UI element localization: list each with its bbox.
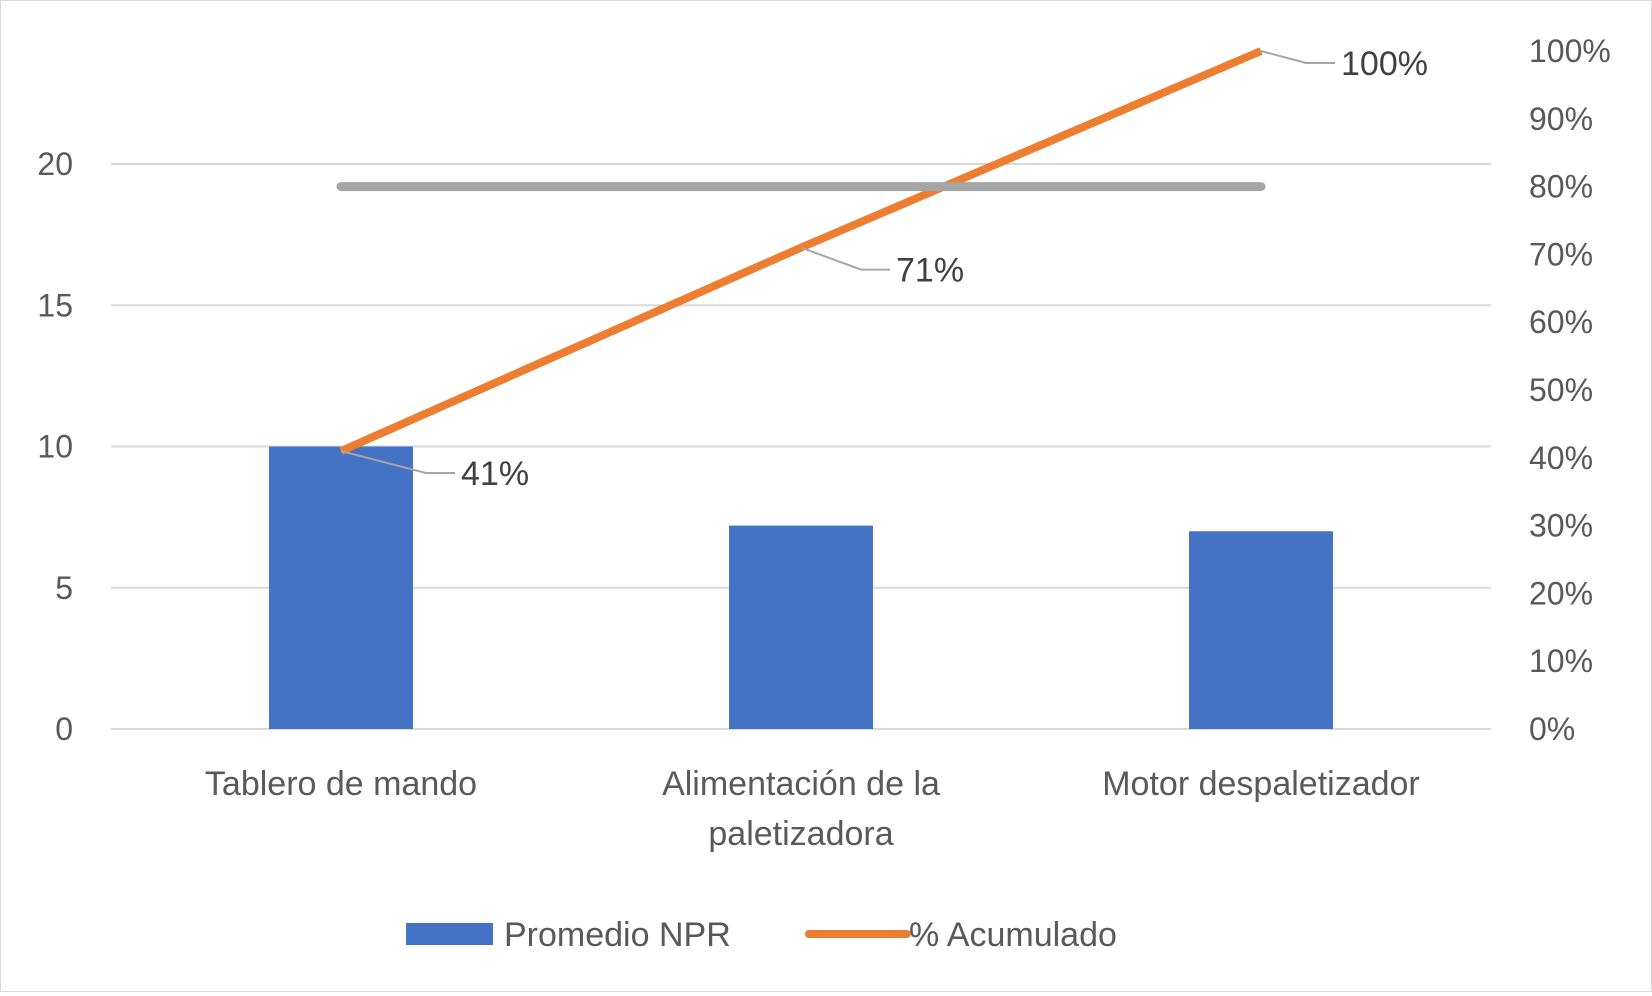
y-right-tick-label: 40% bbox=[1529, 440, 1593, 476]
legend-label: Promedio NPR bbox=[504, 916, 731, 954]
y-right-tick-label: 0% bbox=[1529, 711, 1575, 747]
bar bbox=[269, 446, 413, 729]
data-label-leader bbox=[800, 246, 890, 271]
bars bbox=[269, 446, 1333, 729]
y-right-tick-label: 30% bbox=[1529, 508, 1593, 544]
data-label: 71% bbox=[896, 252, 964, 290]
category-labels: Tablero de mando Alimentación de la paleti… bbox=[205, 765, 1420, 853]
y-right-tick-label: 50% bbox=[1529, 372, 1593, 408]
lines bbox=[336, 47, 1266, 455]
legend-label: % Acumulado bbox=[909, 916, 1117, 954]
legend: Promedio NPR % Acumulado bbox=[406, 916, 1117, 954]
y-right-tick-label: 100% bbox=[1529, 33, 1611, 69]
y-left-tick-label: 20 bbox=[37, 146, 73, 182]
data-label-leader bbox=[1260, 50, 1335, 64]
category-label: Motor despaletizador bbox=[1102, 765, 1420, 803]
left-axis-ticks: 0 5 10 15 20 bbox=[37, 146, 73, 747]
right-axis-ticks: 0% 10% 20% 30% 40% 50% 60% 70% 80% 90% 100% bbox=[1529, 33, 1611, 747]
y-left-tick-label: 10 bbox=[37, 429, 73, 465]
y-right-tick-label: 20% bbox=[1529, 575, 1593, 611]
bar bbox=[1189, 531, 1333, 729]
category-label: paletizadora bbox=[708, 815, 893, 853]
data-labels: 41% 71% 100% bbox=[461, 45, 1428, 493]
y-right-tick-label: 70% bbox=[1529, 236, 1593, 272]
y-right-tick-label: 10% bbox=[1529, 643, 1593, 679]
category-label: Tablero de mando bbox=[205, 765, 477, 803]
y-right-tick-label: 90% bbox=[1529, 101, 1593, 137]
data-label: 100% bbox=[1341, 45, 1428, 83]
label-leaders bbox=[340, 50, 1335, 475]
y-left-tick-label: 0 bbox=[55, 711, 73, 747]
y-left-tick-label: 15 bbox=[37, 287, 73, 323]
series-line-acumulado bbox=[339, 47, 1263, 455]
category-label: Alimentación de la bbox=[662, 765, 940, 803]
bar bbox=[729, 525, 873, 729]
data-label: 41% bbox=[461, 455, 529, 493]
legend-swatch-bar bbox=[406, 923, 493, 945]
y-left-tick-label: 5 bbox=[55, 570, 73, 606]
y-right-tick-label: 80% bbox=[1529, 169, 1593, 205]
data-label-leader bbox=[340, 450, 455, 475]
y-right-tick-label: 60% bbox=[1529, 304, 1593, 340]
